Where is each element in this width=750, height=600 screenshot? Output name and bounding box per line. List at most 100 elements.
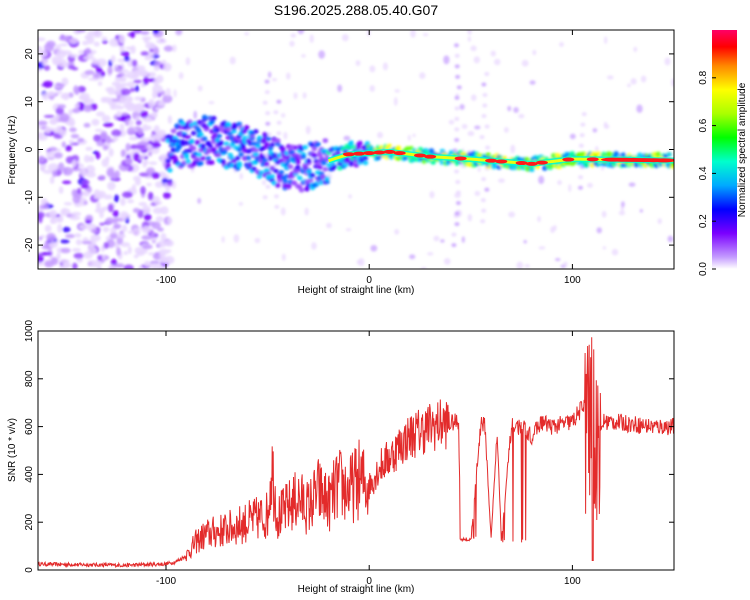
spectrogram-blob — [216, 133, 223, 139]
spectrogram-blob — [123, 264, 134, 269]
y-tick-label: -10 — [24, 190, 35, 205]
spectrogram-blob — [102, 145, 109, 151]
y-tick-label: 200 — [24, 513, 35, 530]
spectrogram-blob — [135, 71, 146, 75]
spectrogram-blob — [83, 200, 88, 205]
spectrogram-blob — [490, 164, 497, 170]
spectrogram-blob — [331, 164, 338, 170]
spectrogram-blob — [467, 36, 471, 42]
spectrogram-blob — [461, 236, 465, 244]
spectrogram-blob — [254, 237, 261, 244]
spectrogram-blob — [420, 266, 427, 269]
spectrogram-hotspot — [363, 151, 376, 156]
y-tick-label: 10 — [24, 96, 35, 108]
spectrogram-blob — [111, 104, 122, 110]
spectrogram-blob — [124, 157, 133, 165]
spectrogram-blob — [170, 128, 177, 134]
spectrogram-blob — [145, 170, 153, 175]
spectrogram-blob — [59, 43, 69, 47]
spectrogram-blob — [244, 32, 250, 36]
spectrogram-blob — [281, 253, 286, 261]
spectrogram-blob — [318, 50, 326, 59]
spectrogram-blob — [265, 121, 271, 126]
spectrogram-blob — [103, 194, 113, 200]
spectrogram-blob — [138, 265, 144, 269]
spectrogram-blob — [76, 187, 82, 195]
spectrogram-blob — [221, 236, 225, 243]
spectrogram-blob — [467, 30, 472, 35]
spectrogram-blob — [150, 141, 161, 149]
spectrogram-blob — [40, 167, 45, 172]
spectrogram-blob — [157, 227, 164, 232]
spectrogram-blob — [430, 159, 437, 165]
spectrogram-blob — [454, 211, 460, 216]
spectrogram-blob — [454, 169, 460, 174]
spectrogram-blob — [61, 141, 66, 148]
spectrogram-blob — [140, 185, 146, 195]
spectrogram-blob — [194, 156, 201, 162]
spectrogram-blob — [167, 216, 172, 225]
spectrogram-blob — [77, 54, 89, 62]
spectrogram-blob — [70, 133, 80, 139]
spectrogram-blob — [87, 259, 96, 266]
spectrogram-blob — [197, 197, 202, 204]
spectrogram-blob — [155, 215, 164, 223]
spectrogram-blob — [71, 248, 82, 252]
spectrogram-blob — [85, 165, 96, 174]
spectrogram-blob — [108, 264, 117, 269]
spectrogram-hotspot — [353, 151, 366, 156]
spectrogram-blob — [594, 146, 599, 152]
spectrogram-blob — [57, 216, 63, 223]
spectrogram-blob — [280, 207, 286, 216]
spectrogram-blob — [95, 151, 101, 160]
spectrogram-blob — [480, 198, 486, 203]
spectrogram-blob — [152, 30, 160, 35]
spectrogram-blob — [348, 194, 352, 199]
spectrogram-blob — [74, 233, 82, 238]
spectrogram-blob — [343, 135, 351, 141]
spectrogram-blob — [369, 65, 376, 73]
spectrogram-blob — [120, 51, 130, 57]
spectrogram-blob — [595, 150, 601, 156]
spectrogram-blob — [453, 43, 459, 48]
spectrogram-blob — [111, 98, 121, 102]
spectrogram-blob — [143, 213, 152, 221]
spectrogram-blob — [262, 195, 268, 200]
spectrogram-blob — [97, 76, 105, 80]
spectrogram-blob — [141, 205, 151, 214]
spectrogram-blob — [208, 101, 215, 105]
spectrogram-blob — [96, 201, 101, 211]
spectrogram-blob — [158, 101, 166, 107]
spectrogram-blob — [269, 174, 276, 179]
spectrogram-blob — [87, 186, 92, 193]
spectrogram-blob — [107, 203, 114, 213]
spectrogram-blob — [49, 209, 58, 218]
spectrogram-blob — [121, 112, 129, 116]
spectrogram-blob — [119, 211, 129, 220]
spectrogram-blob — [160, 154, 165, 163]
spectrogram-blob — [611, 248, 619, 256]
spectrogram-blob — [618, 210, 626, 216]
y-tick-label: -20 — [24, 237, 35, 252]
spectrogram-blob — [95, 192, 103, 198]
spectrogram-blob — [484, 124, 490, 129]
spectrogram-blob — [362, 160, 369, 166]
spectrogram-blob — [348, 141, 354, 147]
spectrogram-blob — [38, 214, 43, 224]
spectrogram-blob — [409, 254, 416, 260]
spectrogram-blob — [596, 227, 602, 234]
spectrogram-blob — [38, 155, 45, 163]
spectrogram-blob — [262, 131, 268, 137]
spectrogram-blob — [306, 158, 312, 164]
spectrogram-hotspot — [586, 157, 599, 162]
spectrogram-blob — [600, 166, 605, 171]
spectrogram-blob — [521, 59, 529, 67]
spectrogram-blob — [190, 130, 197, 136]
spectrogram-blob — [297, 30, 305, 35]
spectrogram-blob — [58, 265, 69, 269]
spectrogram-blob — [84, 34, 92, 40]
spectrogram-blob — [125, 143, 131, 152]
spectrogram-blob — [63, 202, 73, 206]
spectrogram-blob — [148, 161, 158, 166]
